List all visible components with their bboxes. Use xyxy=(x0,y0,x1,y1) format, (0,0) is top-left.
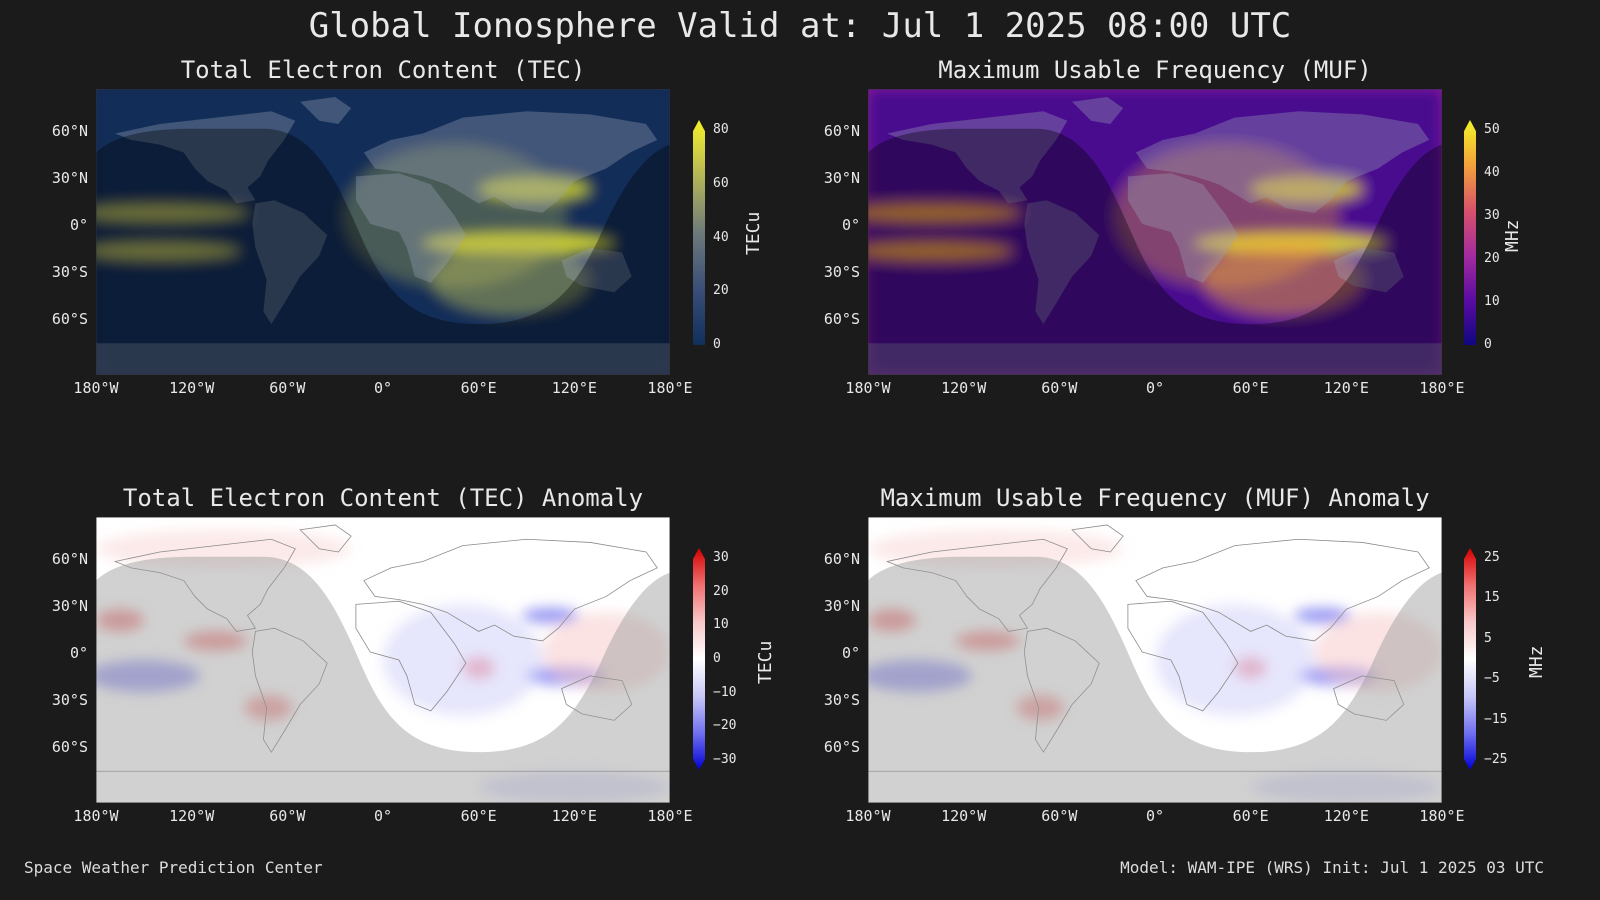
lat-tick-label: 60°S xyxy=(51,310,88,328)
lat-tick-label: 30°S xyxy=(51,263,88,281)
colorbar-tick-label: 10 xyxy=(1484,294,1500,309)
lon-tick-label: 60°E xyxy=(1232,379,1269,397)
lon-tick-label: 60°W xyxy=(1041,807,1078,825)
colorbar-tick-label: 30 xyxy=(713,550,729,565)
lat-tick-label: 60°N xyxy=(51,122,88,140)
colorbar-tick-label: −5 xyxy=(1484,671,1500,687)
lon-tick-label: 120°W xyxy=(941,379,987,397)
map-panel xyxy=(96,89,670,375)
colorbar-tick-label: 30 xyxy=(1484,208,1500,223)
map-panel xyxy=(868,89,1442,375)
lat-tick-label: 30°N xyxy=(823,169,860,187)
lat-tick-label: 0° xyxy=(841,644,860,662)
lat-tick-label: 30°N xyxy=(51,597,88,615)
lon-tick-label: 180°E xyxy=(1419,379,1465,397)
lon-tick-label: 0° xyxy=(373,807,393,825)
lon-tick-label: 60°E xyxy=(460,379,497,397)
lon-tick-label: 120°E xyxy=(1323,807,1369,825)
colorbar-tick-label: 40 xyxy=(713,229,729,245)
lat-tick-label: 0° xyxy=(69,216,88,234)
colorbar-tick-label: 10 xyxy=(713,617,729,633)
panel-title: Maximum Usable Frequency (MUF) xyxy=(938,56,1372,84)
colorbar xyxy=(693,548,705,770)
lon-tick-label: 60°E xyxy=(1232,807,1269,825)
colorbar-tick-label: 15 xyxy=(1484,590,1500,606)
colorbar-tick-label: 20 xyxy=(713,583,729,599)
colorbar-tick-label: −15 xyxy=(1484,711,1508,727)
colorbar-tick-label: −25 xyxy=(1484,752,1508,767)
colorbar-tick-label: 20 xyxy=(1484,251,1500,266)
colorbar-tick-label: −20 xyxy=(713,718,737,734)
colorbar-tick-label: 20 xyxy=(713,283,729,299)
lon-tick-label: 60°E xyxy=(460,807,497,825)
lon-tick-label: 120°E xyxy=(1323,379,1369,397)
page-title: Global Ionosphere Valid at: Jul 1 2025 0… xyxy=(308,6,1292,46)
lon-tick-label: 120°E xyxy=(551,379,597,397)
map-panel xyxy=(96,517,670,803)
lon-tick-label: 180°E xyxy=(1419,807,1465,825)
footer-model-info: Model: WAM-IPE (WRS) Init: Jul 1 2025 03… xyxy=(1120,858,1544,877)
panel-title: Total Electron Content (TEC) xyxy=(180,56,586,84)
colorbar-tick-label: 80 xyxy=(713,122,729,137)
colorbar-tick-label: 5 xyxy=(1484,630,1492,646)
panel-title: Total Electron Content (TEC) Anomaly xyxy=(122,484,644,512)
lat-tick-label: 60°N xyxy=(823,550,860,568)
lat-tick-label: 60°S xyxy=(823,738,860,756)
lon-tick-label: 0° xyxy=(1145,379,1165,397)
lon-tick-label: 180°W xyxy=(73,807,119,825)
lat-tick-label: 60°N xyxy=(823,122,860,140)
lon-tick-label: 120°W xyxy=(169,379,215,397)
lat-tick-label: 30°N xyxy=(51,169,88,187)
colorbar-tick-label: 50 xyxy=(1484,122,1500,137)
colorbar-tick-label: 0 xyxy=(1484,337,1492,352)
lon-tick-label: 0° xyxy=(373,379,393,397)
lon-tick-label: 180°W xyxy=(73,379,119,397)
lon-tick-label: 120°W xyxy=(169,807,215,825)
colorbar-label: MHz xyxy=(1502,219,1523,252)
lat-tick-label: 60°S xyxy=(823,310,860,328)
lon-tick-label: 180°E xyxy=(647,807,693,825)
colorbar-tick-label: −10 xyxy=(713,684,737,700)
colorbar-label: TECu xyxy=(743,211,764,255)
colorbar-tick-label: −30 xyxy=(713,752,737,767)
map-panel xyxy=(868,517,1442,803)
colorbar-tick-label: 0 xyxy=(713,651,721,666)
colorbar-label: TECu xyxy=(755,640,776,684)
colorbar-tick-label: 40 xyxy=(1484,165,1500,180)
lon-tick-label: 180°W xyxy=(845,807,891,825)
colorbar-label: MHz xyxy=(1526,645,1547,678)
colorbar xyxy=(693,120,705,345)
lon-tick-label: 180°W xyxy=(845,379,891,397)
lat-tick-label: 60°N xyxy=(51,550,88,568)
colorbar-tick-label: 25 xyxy=(1484,550,1500,565)
colorbar xyxy=(1464,120,1476,345)
panel-title: Maximum Usable Frequency (MUF) Anomaly xyxy=(880,484,1430,512)
lon-tick-label: 60°W xyxy=(269,379,306,397)
lon-tick-label: 120°E xyxy=(551,807,597,825)
colorbar xyxy=(1464,548,1476,770)
lat-tick-label: 60°S xyxy=(51,738,88,756)
lat-tick-label: 30°N xyxy=(823,597,860,615)
lat-tick-label: 30°S xyxy=(823,691,860,709)
lon-tick-label: 180°E xyxy=(647,379,693,397)
lon-tick-label: 0° xyxy=(1145,807,1165,825)
footer-credit: Space Weather Prediction Center xyxy=(24,858,323,877)
lat-tick-label: 0° xyxy=(841,216,860,234)
lat-tick-label: 30°S xyxy=(823,263,860,281)
colorbar-tick-label: 0 xyxy=(713,337,721,352)
lon-tick-label: 60°W xyxy=(1041,379,1078,397)
lon-tick-label: 120°W xyxy=(941,807,987,825)
lat-tick-label: 30°S xyxy=(51,691,88,709)
colorbar-tick-label: 60 xyxy=(713,175,729,191)
lon-tick-label: 60°W xyxy=(269,807,306,825)
lat-tick-label: 0° xyxy=(69,644,88,662)
